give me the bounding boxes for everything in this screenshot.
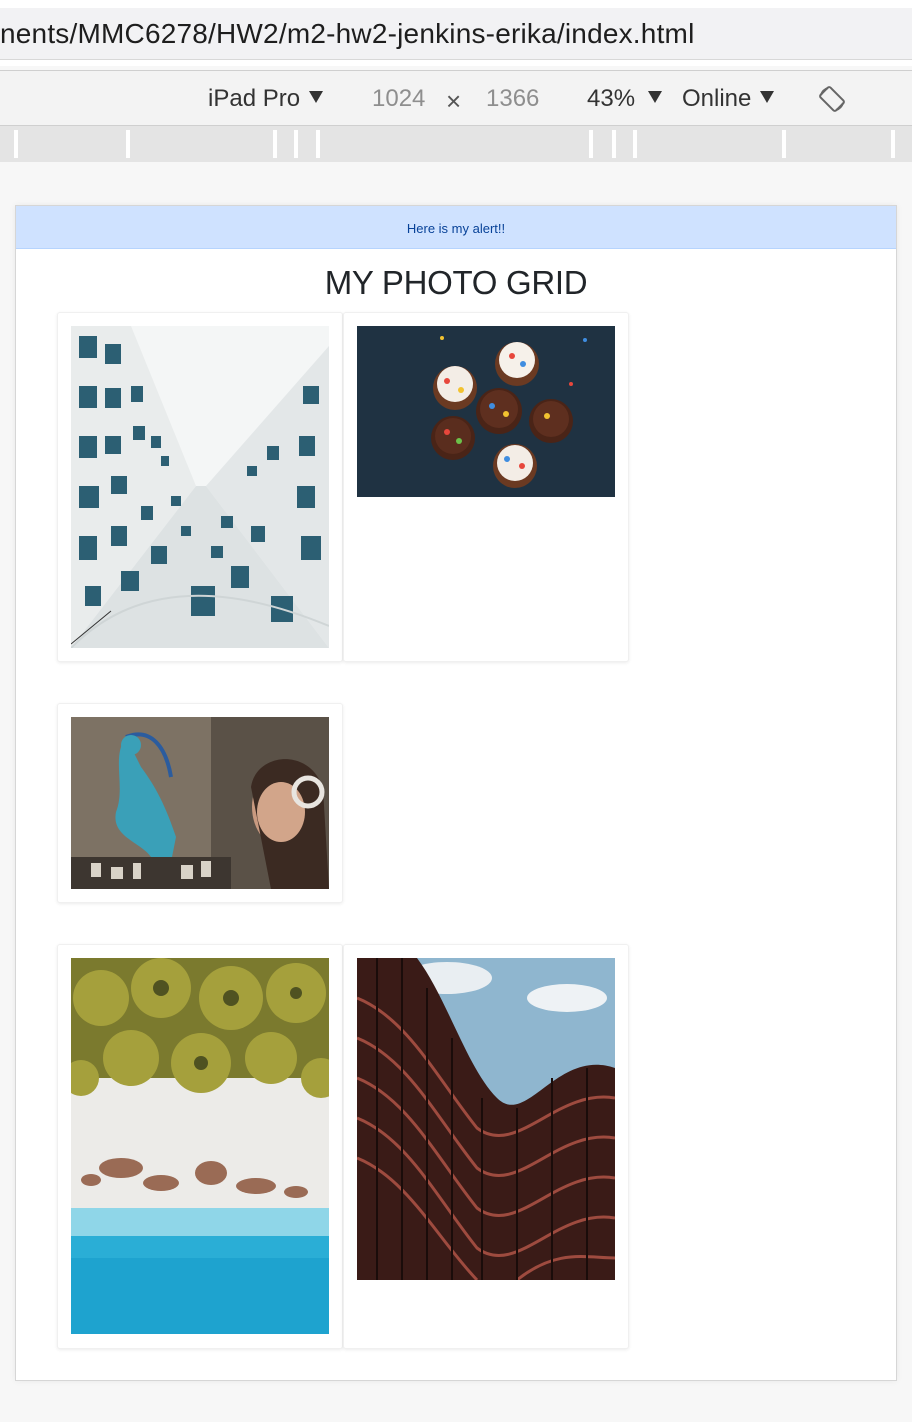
media-query-divider — [891, 130, 895, 158]
dimension-separator: × — [446, 86, 462, 116]
photo-building-looking-up — [71, 326, 329, 648]
network-dropdown-icon[interactable] — [760, 91, 774, 103]
photo-graffiti-and-girl — [71, 717, 329, 889]
photo-card — [343, 312, 629, 662]
zoom-dropdown-icon[interactable] — [648, 91, 662, 103]
media-query-divider — [14, 130, 18, 158]
photo-card — [57, 944, 343, 1349]
height-input[interactable]: 1366 — [486, 85, 540, 112]
device-toolbar: iPad Pro 1024 × 1366 43% Online — [0, 70, 912, 126]
device-viewport: Here is my alert!! MY PHOTO GRID — [15, 205, 897, 1381]
photo-aerial-beach-palms — [71, 958, 329, 1334]
alert-banner: Here is my alert!! — [16, 206, 896, 249]
photo-card — [57, 312, 343, 662]
device-select[interactable]: iPad Pro — [208, 85, 301, 112]
media-query-divider — [316, 130, 320, 158]
width-input[interactable]: 1024 — [372, 85, 426, 112]
media-query-bar[interactable] — [0, 126, 912, 162]
media-query-divider — [633, 130, 637, 158]
media-query-divider — [782, 130, 786, 158]
url-text[interactable]: nents/MMC6278/HW2/m2-hw2-jenkins-erika/i… — [0, 18, 695, 49]
media-query-divider — [612, 130, 616, 158]
media-query-divider — [126, 130, 130, 158]
zoom-select[interactable]: 43% — [587, 85, 636, 112]
address-field[interactable]: nents/MMC6278/HW2/m2-hw2-jenkins-erika/i… — [0, 8, 912, 60]
rotate-device-icon[interactable] — [818, 85, 846, 113]
photo-card — [57, 703, 343, 903]
page-title: MY PHOTO GRID — [324, 264, 588, 301]
photo-cupcakes — [357, 326, 615, 497]
media-query-divider — [589, 130, 593, 158]
media-query-divider — [273, 130, 277, 158]
media-query-divider — [294, 130, 298, 158]
photo-curved-building — [357, 958, 615, 1280]
device-dropdown-icon[interactable] — [309, 91, 323, 103]
photo-card — [343, 944, 629, 1349]
url-bar: nents/MMC6278/HW2/m2-hw2-jenkins-erika/i… — [0, 0, 912, 66]
network-throttle-select[interactable]: Online — [682, 85, 752, 112]
